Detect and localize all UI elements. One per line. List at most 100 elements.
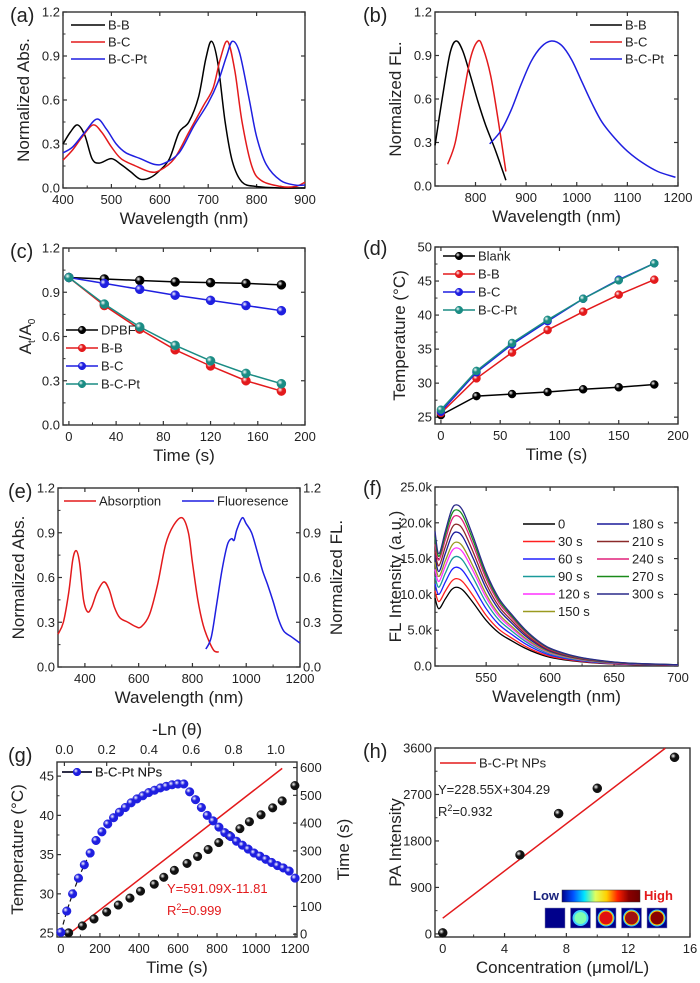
series-line-b-c-pt — [62, 40, 306, 187]
legend-label: Blank — [478, 249, 511, 264]
legend-label: 60 s — [558, 552, 583, 567]
data-point — [73, 873, 84, 883]
data-point-cooling — [159, 872, 169, 882]
fit-r-squared: R2=0.999 — [167, 902, 222, 918]
panel-label: (f) — [363, 478, 382, 500]
r2-sup: 2 — [176, 902, 181, 912]
y2-tick-label: 300 — [300, 843, 322, 858]
data-point — [241, 300, 251, 311]
y-label-sub: t — [27, 340, 38, 343]
legend-label: 120 s — [558, 587, 590, 602]
data-point — [614, 382, 623, 392]
y-tick-label: 35 — [40, 847, 54, 862]
y2-tick-label: 100 — [300, 899, 322, 914]
panel-h: 0 4 8 12 16 0 900 1800 2700 3600 Concentration (μm… — [363, 741, 697, 978]
x-tick-label: 800 — [465, 190, 487, 205]
legend-label: 240 s — [632, 552, 664, 567]
panel-label: (d) — [363, 238, 387, 260]
legend-label: Fluoresence — [217, 494, 289, 509]
r2-value: =0.932 — [452, 804, 492, 819]
x2-tick-label: 1.0 — [267, 742, 285, 757]
legend-label: B-C — [478, 285, 500, 300]
y-tick-label: 2700 — [403, 787, 432, 802]
x-tick-label: 200 — [89, 941, 111, 956]
data-point — [196, 802, 206, 813]
data-point — [205, 356, 216, 366]
pa-image — [544, 907, 566, 929]
y-tick-label: 0.0 — [414, 179, 432, 194]
data-point — [669, 752, 680, 763]
y-tick-label: 1800 — [403, 833, 432, 848]
x-tick-label: 4 — [501, 941, 508, 956]
data-point — [578, 294, 588, 303]
x-tick-label: 800 — [182, 671, 204, 686]
data-point — [472, 391, 481, 401]
legend-marker — [454, 269, 464, 279]
data-point-cooling — [256, 810, 266, 820]
legend-label: B-C-Pt — [108, 52, 147, 67]
data-point-cooling — [102, 907, 112, 917]
fit-line — [68, 767, 283, 935]
plot-frame — [62, 247, 306, 426]
data-point — [578, 307, 588, 316]
data-point — [507, 338, 517, 348]
data-point — [284, 866, 294, 876]
x-axis-label: Time (s) — [153, 446, 215, 465]
legend-label: 300 s — [632, 587, 664, 602]
x-axis-label: Wavelength (nm) — [115, 688, 244, 707]
legend-label: 90 s — [558, 569, 583, 584]
y-tick-label: 0.3 — [42, 373, 60, 388]
legend-label: 30 s — [558, 534, 583, 549]
legend-label: B-C-Pt — [478, 303, 517, 318]
y-tick-label: 0.9 — [37, 525, 55, 540]
panel-f: 550 600 650 700 0.0 5.0k 10.0k 15.0k 20.0k 25.0k W… — [363, 478, 689, 706]
legend-marker — [454, 251, 464, 261]
data-point — [170, 340, 180, 351]
plot-frame — [434, 246, 679, 425]
x-tick-label: 800 — [206, 941, 228, 956]
y2-tick-label: 0.3 — [303, 615, 321, 630]
data-point — [543, 315, 552, 325]
legend-label: 270 s — [632, 569, 664, 584]
data-point — [179, 779, 189, 789]
data-point — [170, 277, 180, 287]
y-tick-label: 0.6 — [414, 92, 432, 107]
x-tick-label: 150 — [608, 428, 630, 443]
y2-tick-label: 200 — [300, 871, 322, 886]
legend-label: B-C-Pt NPs — [479, 756, 547, 771]
data-point — [62, 906, 72, 916]
x-tick-label: 0 — [437, 428, 444, 443]
y-tick-label: 0.9 — [42, 285, 60, 300]
legend-label: B-C — [625, 35, 647, 50]
x-tick-label: 650 — [603, 670, 625, 685]
data-point — [185, 787, 195, 797]
y-tick-label: 0.3 — [414, 135, 432, 150]
plot-frame — [62, 11, 306, 189]
data-point — [507, 389, 517, 399]
legend-marker — [77, 379, 87, 389]
legend-label: DPBF — [101, 323, 136, 338]
legend-marker — [77, 361, 87, 371]
data-point-cooling — [125, 893, 135, 903]
y-tick-label: 25 — [418, 410, 432, 425]
y-tick-label: 1.2 — [414, 5, 432, 20]
data-point — [56, 927, 66, 937]
legend-marker — [77, 325, 87, 335]
data-point — [614, 290, 623, 299]
y-tick-label: 0.0 — [42, 181, 60, 196]
data-point — [650, 380, 659, 389]
x-tick-label: 80 — [156, 429, 170, 444]
r2-prefix: R — [167, 903, 176, 918]
x-tick-label: 16 — [683, 941, 697, 956]
x-tick-label: 400 — [128, 941, 150, 956]
series-line-fluoresence — [205, 516, 301, 650]
data-point-cooling — [244, 817, 254, 827]
x-tick-label: 1000 — [562, 190, 591, 205]
data-point — [214, 822, 224, 832]
y-tick-label: 0.0 — [37, 660, 55, 675]
x-tick-label: 120 — [200, 429, 222, 444]
x-tick-label: 900 — [294, 192, 316, 207]
data-point — [202, 810, 212, 820]
y-tick-label: 0.0 — [42, 418, 60, 433]
